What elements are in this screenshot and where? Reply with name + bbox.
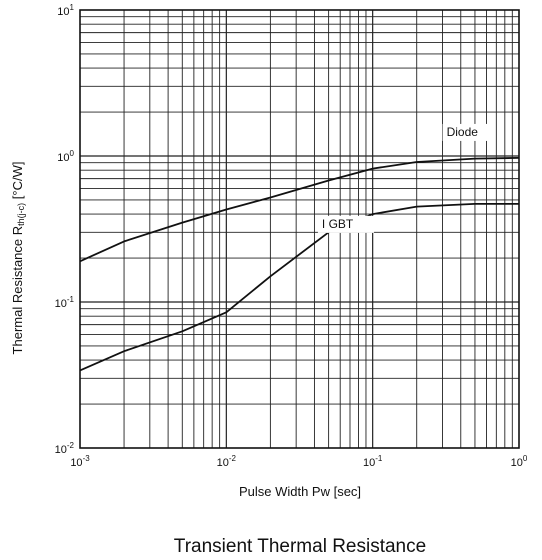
y-axis-label: Thermal Resistance Rth(j-c) [°C/W] [10, 162, 26, 355]
y-tick-label: 10-2 [55, 441, 75, 456]
x-axis-label: Pulse Width Pw [sec] [239, 484, 361, 499]
grid [80, 10, 519, 448]
series-labels: Diode I GBT [317, 123, 491, 233]
x-tick-label: 10-1 [363, 454, 383, 469]
x-tick-label: 100 [511, 454, 528, 469]
y-tick-label: 100 [57, 149, 74, 164]
series-label-i-gbt: I GBT [322, 217, 354, 231]
chart-title: Transient Thermal Resistance [174, 536, 426, 557]
series-label-bg [317, 215, 374, 233]
series-label-diode: Diode [447, 125, 479, 139]
x-tick-label: 10-2 [217, 454, 237, 469]
x-tick-label: 10-3 [70, 454, 90, 469]
y-tick-labels: 10-2 10-1 100 101 [55, 3, 75, 456]
plot-frame [79, 9, 520, 449]
series-line-diode [79, 157, 520, 263]
series-label-bg [442, 123, 491, 141]
y-tick-label: 10-1 [55, 295, 75, 310]
series-group [79, 157, 520, 372]
x-tick-labels: 10-3 10-2 10-1 100 [70, 454, 528, 469]
y-tick-label: 101 [57, 3, 74, 18]
series-line-i-gbt [79, 203, 519, 372]
